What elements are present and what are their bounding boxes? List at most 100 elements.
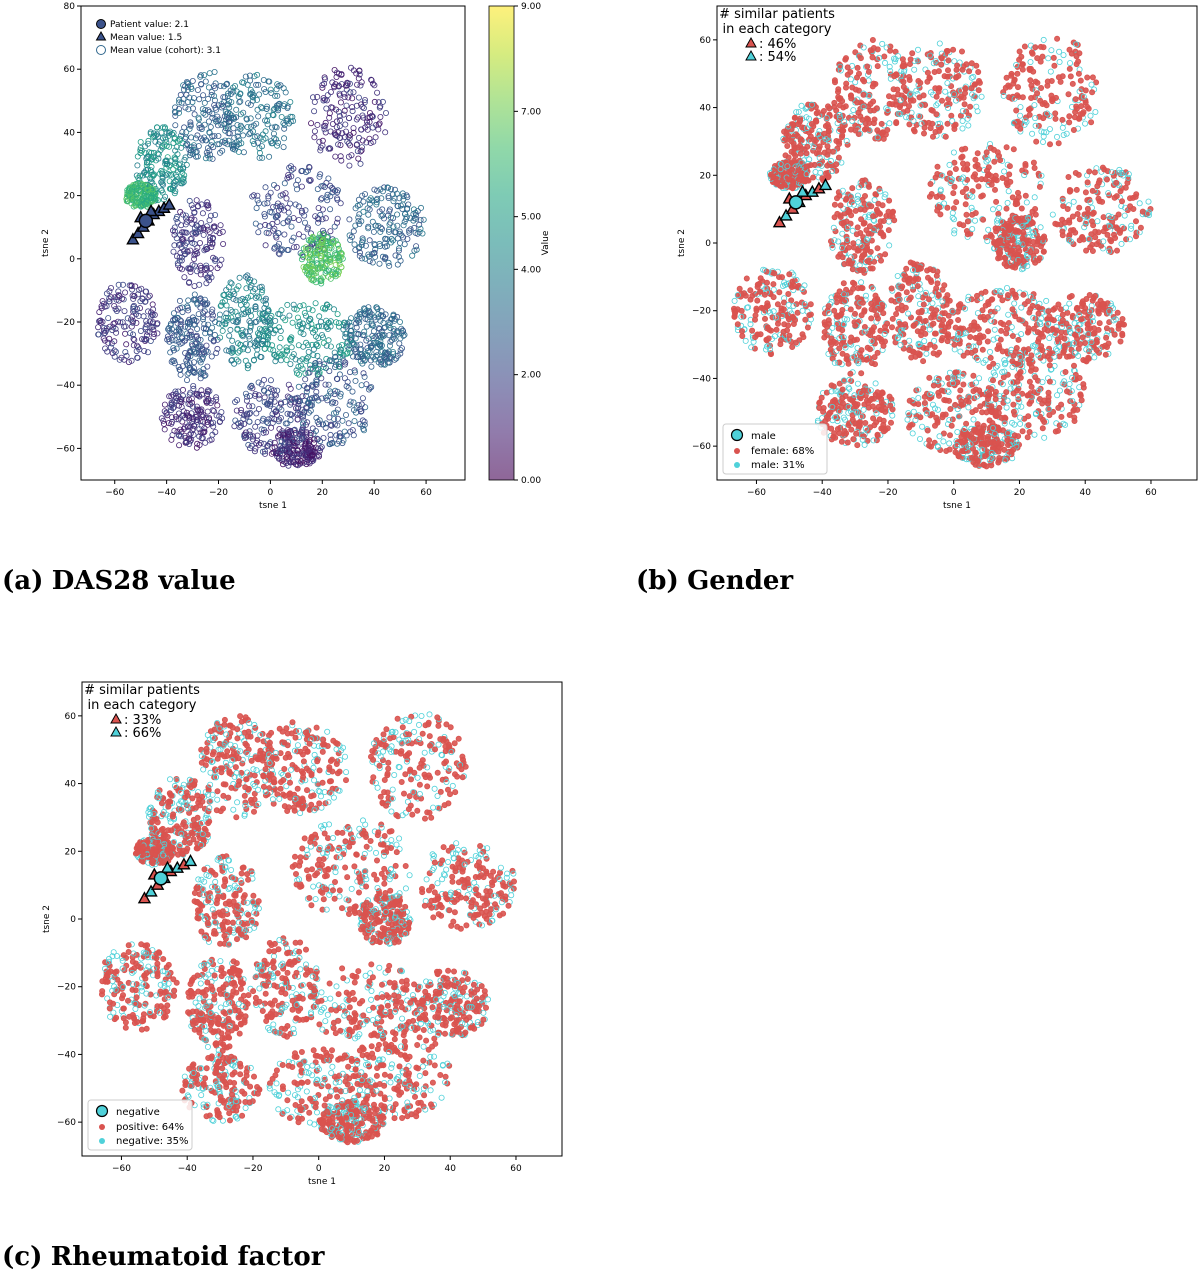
scatter-point xyxy=(187,353,194,360)
scatter-point xyxy=(400,332,407,339)
scatter-point xyxy=(183,229,190,236)
scatter-point xyxy=(417,225,424,232)
scatter-point xyxy=(101,303,108,310)
y-axis-label: tsne 2 xyxy=(677,229,687,257)
scatter-point xyxy=(291,305,298,312)
x-tick-label: 40 xyxy=(368,488,380,498)
scatter-point xyxy=(134,354,141,361)
scatter-point xyxy=(255,379,262,386)
scatter-point xyxy=(414,230,421,237)
scatter-point xyxy=(322,215,329,222)
scatter-point xyxy=(299,252,306,259)
scatter-point xyxy=(350,67,357,74)
scatter-point xyxy=(302,376,309,383)
scatter-point xyxy=(214,402,221,409)
scatter-point xyxy=(376,325,383,332)
scatter-point xyxy=(271,225,278,232)
scatter-point xyxy=(333,319,340,326)
scatter-point xyxy=(382,324,389,331)
scatter-point xyxy=(299,365,306,372)
scatter-point xyxy=(358,218,365,225)
scatter-point xyxy=(800,288,807,295)
scatter-point xyxy=(301,309,308,316)
scatter-point xyxy=(105,339,112,346)
scatter-point xyxy=(974,108,981,115)
scatter-point xyxy=(352,205,359,212)
scatter-point xyxy=(276,344,283,351)
scatter-point xyxy=(359,103,366,110)
scatter-point xyxy=(198,406,205,413)
scatter-point xyxy=(347,331,354,338)
scatter-point xyxy=(271,439,278,446)
scatter-point xyxy=(297,411,304,418)
scatter-point xyxy=(213,394,220,401)
scatter-point xyxy=(316,264,323,271)
scatter-point xyxy=(170,129,177,136)
scatter-point xyxy=(394,352,401,359)
scatter-point xyxy=(297,457,304,464)
scatter-point xyxy=(394,211,401,218)
scatter-point xyxy=(333,74,340,81)
scatter-point xyxy=(258,289,265,296)
scatter-point xyxy=(254,346,261,353)
scatter-point xyxy=(155,155,162,162)
scatter-point xyxy=(194,301,201,308)
scatter-point xyxy=(143,332,150,339)
scatter-point xyxy=(931,405,938,412)
y-axis-label: tsne 2 xyxy=(41,229,51,257)
scatter-point xyxy=(205,118,212,125)
scatter-point xyxy=(293,181,300,188)
scatter-point xyxy=(194,202,201,209)
scatter-point xyxy=(271,92,278,99)
scatter-point xyxy=(385,194,392,201)
scatter-point xyxy=(1040,36,1047,43)
scatter-point xyxy=(242,357,249,364)
scatter-point xyxy=(1034,79,1041,86)
scatter-point xyxy=(131,308,138,315)
scatter-point xyxy=(305,246,312,253)
scatter-point xyxy=(346,80,353,87)
scatter-point xyxy=(193,332,200,339)
scatter-point xyxy=(130,295,137,302)
scatter-point xyxy=(214,141,221,148)
scatter-point xyxy=(180,165,187,172)
scatter-point xyxy=(265,416,272,423)
scatter-point xyxy=(282,190,289,197)
scatter-point xyxy=(299,324,306,331)
scatter-point xyxy=(123,341,130,348)
scatter-point xyxy=(252,220,259,227)
scatter-point xyxy=(753,307,760,314)
scatter-point xyxy=(260,338,267,345)
scatter-point xyxy=(272,392,279,399)
legend-mean-icon xyxy=(95,30,107,41)
scatter-point xyxy=(946,416,953,423)
scatter-point xyxy=(252,423,259,430)
scatter-point xyxy=(358,79,365,86)
scatter-point xyxy=(973,103,980,110)
scatter-point xyxy=(190,95,197,102)
scatter-point xyxy=(314,264,321,271)
scatter-point xyxy=(847,306,854,313)
scatter-point xyxy=(167,320,174,327)
scatter-point xyxy=(318,253,325,260)
scatter-point xyxy=(974,150,981,157)
scatter-point xyxy=(262,184,269,191)
scatter-point xyxy=(336,343,343,350)
scatter-point xyxy=(274,92,281,99)
y-tick-label: −20 xyxy=(692,307,711,317)
scatter-point xyxy=(164,160,171,167)
scatter-point xyxy=(213,349,220,356)
scatter-point xyxy=(406,229,413,236)
scatter-point xyxy=(293,186,300,193)
scatter-point xyxy=(940,438,947,445)
scatter-point xyxy=(305,369,312,376)
scatter-point xyxy=(247,384,254,391)
scatter-point xyxy=(199,346,206,353)
scatter-point xyxy=(190,296,197,303)
scatter-point xyxy=(318,280,325,287)
scatter-point xyxy=(268,415,275,422)
scatter-point xyxy=(335,253,342,260)
scatter-point xyxy=(285,171,292,178)
scatter-point xyxy=(1014,189,1021,196)
scatter-point xyxy=(161,408,168,415)
